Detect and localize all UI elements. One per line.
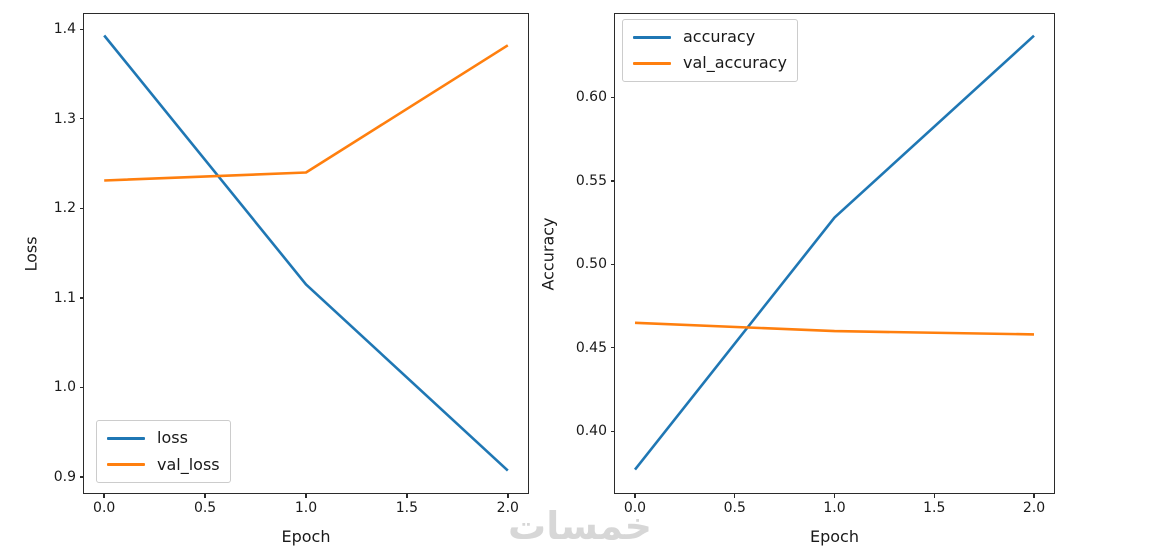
y-tick-mark [79,28,84,30]
x-tick-label: 2.0 [496,500,519,516]
y-tick-label: 0.60 [575,89,607,106]
legend-entry-loss: loss [107,428,220,448]
loss-plot: loss val_loss Loss Epoch 0.0 0.5 1.0 1.5 2.0 0… [22,13,529,546]
legend-label: accuracy [683,27,756,46]
legend-entry-val_accuracy: val_accuracy [633,53,787,73]
y-tick-label: 1.2 [53,200,76,217]
x-tick-label: 0.0 [623,500,647,516]
x-tick-label: 1.0 [823,500,846,516]
y-tick-label: 0.45 [575,339,607,356]
loss-legend-line-icon [107,437,145,440]
x-tick-label: 2.0 [1022,500,1046,516]
accuracy-x-axis-label: Epoch [810,527,859,546]
y-tick-mark [610,430,615,432]
x-tick-mark [734,493,736,498]
y-tick-mark [79,118,84,120]
legend-entry-val_loss: val_loss [107,454,220,474]
val_accuracy-line [634,321,1035,336]
legend-label: val_loss [157,454,220,474]
x-tick-mark [305,493,307,498]
loss-line [103,34,509,472]
legend-label: val_accuracy [683,53,787,73]
y-tick-mark [79,476,84,478]
x-tick-mark [933,493,935,498]
y-tick-label: 0.9 [53,468,76,485]
y-tick-label: 0.40 [575,423,607,440]
loss-y-axis-label: Loss [21,235,41,272]
val_loss-line [104,44,509,182]
x-tick-mark [833,493,836,498]
y-tick-label: 0.55 [575,172,607,189]
x-tick-label: 0.5 [193,500,217,516]
loss-plot-canvas [103,34,509,472]
x-tick-mark [1033,493,1035,498]
y-tick-label: 0.50 [575,256,607,273]
y-tick-mark [610,180,615,182]
y-tick-label: 1.0 [53,379,76,396]
accuracy-y-axis-label: Accuracy [538,216,558,291]
accuracy-plot-canvas [633,34,1035,471]
x-tick-mark [507,493,509,498]
x-tick-label: 0.5 [723,500,746,516]
y-tick-mark [610,263,615,266]
x-tick-label: 1.5 [923,500,946,516]
legend-entry-accuracy: accuracy [633,27,787,46]
y-tick-mark [79,297,84,299]
x-tick-mark [204,493,206,498]
val_loss-legend-line-icon [107,463,145,467]
loss-legend: loss val_loss [96,420,231,483]
accuracy-line [633,34,1035,471]
legend-label: loss [157,428,188,448]
x-tick-label: 1.0 [294,500,318,516]
loss-x-axis-label: Epoch [281,527,331,546]
y-tick-mark [79,207,84,209]
x-tick-mark [634,493,636,498]
x-tick-label: 1.5 [395,500,419,516]
y-tick-mark [79,386,84,389]
y-tick-label: 1.3 [53,110,76,127]
y-tick-label: 1.4 [53,21,76,38]
val_accuracy-legend-line-icon [633,62,671,65]
accuracy-legend-line-icon [633,35,671,39]
x-tick-label: 0.0 [93,500,116,516]
y-tick-mark [610,347,615,349]
accuracy-plot: accuracy val_accuracy Accuracy Epoch 0.0 0… [539,13,1055,546]
watermark-khamsat: خمسات [508,504,652,548]
x-tick-mark [406,493,408,498]
x-tick-mark [103,493,105,498]
y-tick-mark [610,96,615,99]
accuracy-legend: accuracy val_accuracy [622,19,798,82]
y-tick-label: 1.1 [53,289,76,306]
